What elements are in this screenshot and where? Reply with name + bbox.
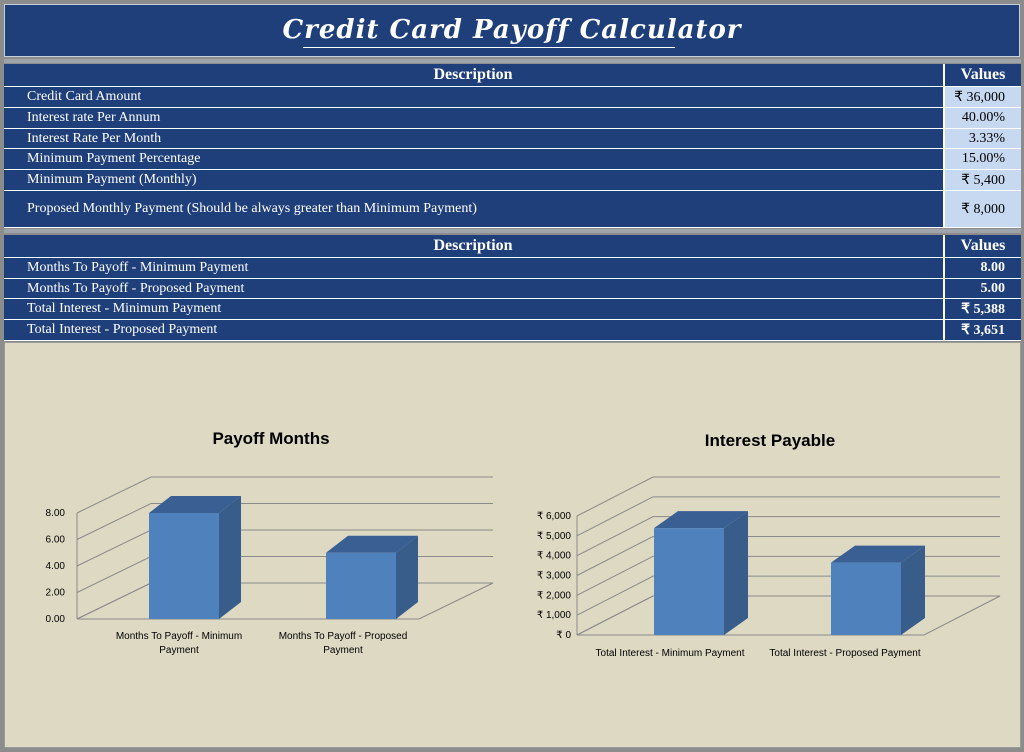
row-label: Months To Payoff - Proposed Payment	[27, 280, 245, 296]
bar-top	[326, 535, 418, 553]
x-category-label: Months To Payoff - Minimum	[116, 631, 242, 642]
y-tick-label: 8.00	[46, 508, 66, 519]
min-payment-pct-cell[interactable]: 15.00%	[943, 149, 1021, 169]
gridline	[576, 516, 1000, 557]
bar-top	[149, 496, 241, 513]
bar-side	[396, 535, 418, 619]
input-row-interest-annum: Interest rate Per Annum 40.00%	[4, 108, 1021, 129]
row-label: Interest rate Per Annum	[27, 110, 161, 125]
result-row-interest-proposed: Total Interest - Proposed Payment ₹ 3,65…	[4, 320, 1021, 341]
input-row-interest-month: Interest Rate Per Month 3.33%	[4, 129, 1021, 149]
gridline	[76, 476, 493, 514]
column-header-description: Description	[433, 237, 513, 254]
gridline	[576, 536, 1000, 576]
results-table: Description Values Months To Payoff - Mi…	[4, 235, 1021, 341]
interest-proposed-value: ₹ 3,651	[943, 320, 1021, 340]
months-min-value: 8.00	[943, 258, 1021, 278]
y-tick-label: 0.00	[46, 614, 66, 625]
y-tick-label: ₹ 2,000	[537, 590, 572, 601]
input-table-header: Description Values	[4, 64, 1021, 87]
title-underline	[303, 47, 675, 48]
row-label: Credit Card Amount	[27, 89, 142, 104]
months-proposed-value: 5.00	[943, 279, 1021, 298]
interest-annum-cell[interactable]: 40.00%	[943, 108, 1021, 128]
bar	[831, 562, 901, 635]
input-row-credit-card-amount: Credit Card Amount ₹ 36,000	[4, 87, 1021, 108]
gridline	[576, 496, 1000, 537]
title-banner: Credit Card Payoff Calculator	[4, 4, 1020, 57]
y-tick-label: ₹ 6,000	[537, 511, 572, 522]
bar	[149, 513, 219, 619]
input-row-min-payment-monthly: Minimum Payment (Monthly) ₹ 5,400	[4, 170, 1021, 191]
result-row-months-min: Months To Payoff - Minimum Payment 8.00	[4, 258, 1021, 279]
row-label: Minimum Payment Percentage	[27, 151, 201, 166]
x-category-label: Total Interest - Proposed Payment	[769, 648, 920, 659]
chart-title: Payoff Months	[212, 429, 329, 448]
gridline	[576, 476, 1000, 517]
result-row-interest-min: Total Interest - Minimum Payment ₹ 5,388	[4, 299, 1021, 320]
bar	[326, 552, 396, 619]
y-tick-label: 2.00	[46, 588, 66, 599]
bar-top	[654, 511, 748, 529]
row-label: Total Interest - Proposed Payment	[27, 322, 218, 337]
y-tick-label: ₹ 4,000	[537, 551, 572, 562]
result-row-months-proposed: Months To Payoff - Proposed Payment 5.00	[4, 279, 1021, 299]
input-row-proposed-payment: Proposed Monthly Payment (Should be alwa…	[4, 191, 1021, 228]
input-table: Description Values Credit Card Amount ₹ …	[4, 64, 1021, 228]
gridline	[76, 503, 493, 540]
charts-svg: Payoff Months 0.00 2.00 4.00 6.00 8.00 Months …	[46, 429, 1001, 659]
min-payment-monthly-cell[interactable]: ₹ 5,400	[943, 170, 1021, 190]
row-label: Minimum Payment (Monthly)	[27, 172, 197, 187]
interest-min-value: ₹ 5,388	[943, 299, 1021, 319]
page-title: Credit Card Payoff Calculator	[282, 15, 742, 45]
bar	[654, 528, 724, 635]
y-tick-label: ₹ 3,000	[537, 571, 572, 582]
x-category-label: Months To Payoff - Proposed	[279, 631, 408, 642]
separator	[4, 59, 1021, 63]
y-tick-label: ₹ 1,000	[537, 610, 572, 621]
y-tick-label: ₹ 0	[556, 630, 571, 641]
column-header-description: Description	[433, 66, 513, 83]
bar-side	[724, 511, 748, 635]
y-tick-label: 4.00	[46, 561, 66, 572]
chart-area: Payoff Months 0.00 2.00 4.00 6.00 8.00 Months …	[4, 342, 1021, 748]
x-category-label: Payment	[159, 645, 199, 656]
input-row-min-payment-pct: Minimum Payment Percentage 15.00%	[4, 149, 1021, 170]
x-category-label: Payment	[323, 645, 363, 656]
bar-side	[901, 545, 925, 635]
interest-month-cell[interactable]: 3.33%	[943, 129, 1021, 148]
gridline	[576, 595, 1000, 636]
bar-side	[219, 496, 241, 619]
row-label: Total Interest - Minimum Payment	[27, 301, 222, 316]
bar-top	[831, 545, 925, 563]
credit-card-amount-cell[interactable]: ₹ 36,000	[943, 87, 1021, 107]
row-label: Proposed Monthly Payment (Should be alwa…	[27, 201, 477, 216]
y-tick-label: 6.00	[46, 535, 66, 546]
separator	[4, 229, 1021, 233]
proposed-payment-cell[interactable]: ₹ 8,000	[943, 191, 1021, 227]
row-label: Months To Payoff - Minimum Payment	[27, 260, 249, 275]
column-header-values: Values	[943, 64, 1021, 86]
chart-floor	[576, 595, 1001, 636]
row-label: Interest Rate Per Month	[27, 130, 162, 146]
gridline	[76, 556, 493, 593]
column-header-values: Values	[943, 235, 1021, 257]
y-tick-label: ₹ 5,000	[537, 531, 572, 542]
chart-title: Interest Payable	[705, 431, 835, 450]
results-table-header: Description Values	[4, 235, 1021, 258]
gridline	[76, 529, 493, 567]
x-category-label: Total Interest - Minimum Payment	[596, 648, 745, 659]
